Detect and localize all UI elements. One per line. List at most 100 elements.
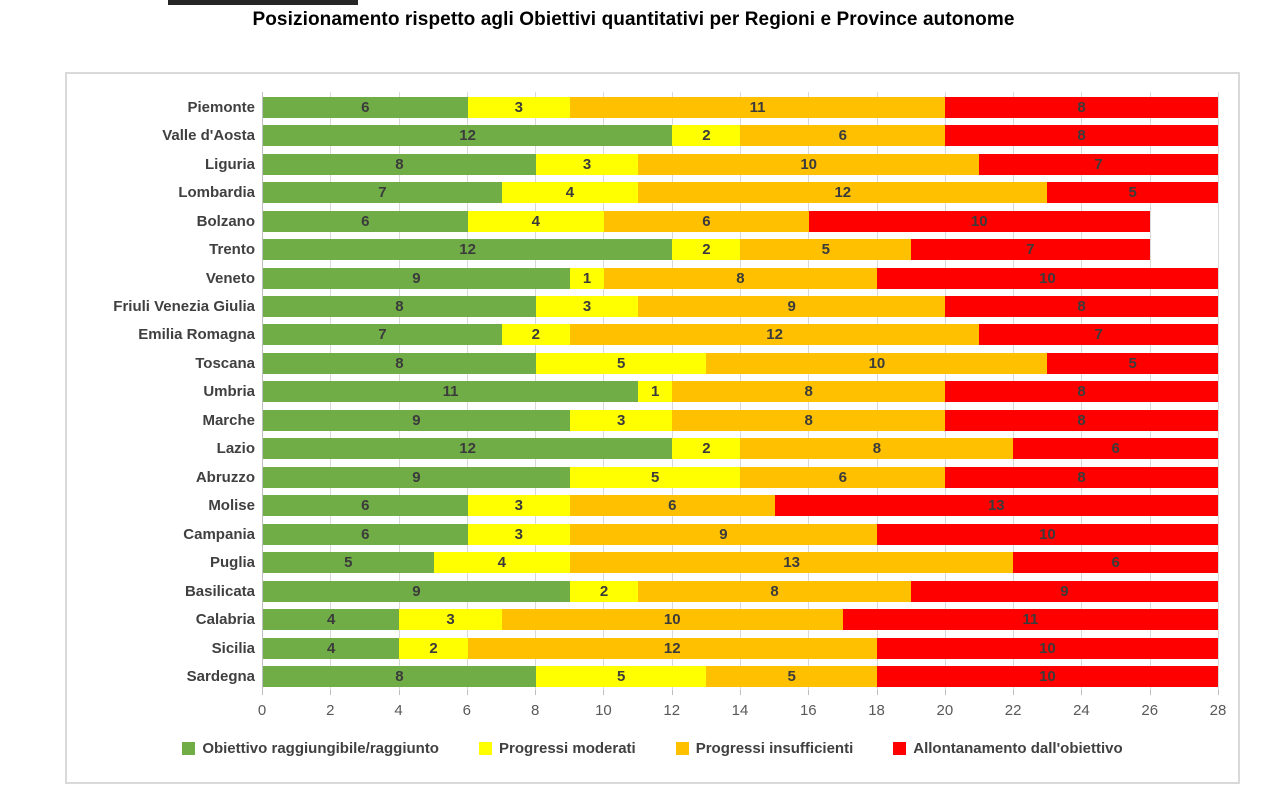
bar-segment: 12	[638, 182, 1048, 204]
bar-segment: 9	[911, 580, 1218, 602]
category-label: Liguria	[204, 155, 255, 173]
segment-value-label: 7	[1026, 241, 1035, 259]
segment-value-label: 8	[395, 668, 404, 686]
segment-value-label: 8	[804, 411, 813, 429]
bar-track: 4 3 10 11	[263, 609, 1218, 631]
category-label: Puglia	[209, 554, 255, 572]
bar-segment: 10	[501, 609, 843, 631]
bar-segment: 10	[706, 352, 1048, 374]
bar-segment: 5	[1047, 182, 1218, 204]
bar-row: Lazio 12 2 8 6	[67, 435, 1238, 463]
tick-mark-x-14	[740, 690, 741, 695]
legend-swatch-orange	[675, 742, 689, 755]
tick-mark-x-18	[876, 690, 878, 695]
bar-segment: 8	[263, 296, 536, 318]
bar-segment: 6	[263, 210, 468, 232]
bar-segment: 3	[535, 296, 639, 318]
bar-row: Liguria 8 3 10 7	[67, 150, 1238, 178]
x-axis: 0 2 4 6 8 10 12 14 16 18 20 22 24 26 28	[258, 702, 1227, 724]
bar-segment: 3	[569, 409, 673, 431]
bar-track: 7 4 12 5	[263, 182, 1218, 204]
bar-segment: 5	[740, 239, 912, 261]
segment-value-label: 2	[702, 127, 711, 145]
tick-mark-x-0	[262, 690, 263, 695]
x-tick-label-2: 2	[326, 702, 335, 719]
bar-row: Valle d'Aosta 12 2 6 8	[67, 121, 1238, 149]
tick-mark-x-28	[1218, 690, 1219, 695]
x-tick-label-22: 22	[1004, 702, 1022, 719]
bar-segment: 11	[842, 609, 1218, 631]
bar-segment: 5	[535, 352, 707, 374]
segment-value-label: 12	[766, 326, 783, 344]
segment-value-label: 3	[582, 298, 592, 316]
segment-value-label: 11	[749, 98, 766, 116]
tick-mark-x-12	[671, 690, 673, 695]
segment-value-label: 10	[1039, 525, 1056, 543]
category-label: Campania	[183, 525, 255, 543]
bar-track: 9 3 8 8	[263, 409, 1218, 431]
bar-row: Veneto 9 1 8 10	[67, 264, 1238, 292]
bar-row: Lombardia 7 4 12 5	[67, 178, 1238, 206]
segment-value-label: 8	[1077, 411, 1086, 429]
segment-value-label: 10	[1039, 639, 1056, 657]
bar-row: Piemonte 6 3 11 8	[67, 93, 1238, 121]
segment-value-label: 3	[514, 98, 523, 116]
tick-mark-x-24	[1081, 690, 1083, 695]
bar-segment: 10	[876, 637, 1218, 659]
bar-segment: 12	[263, 438, 673, 460]
legend-item-progressi-moderati: Progressi moderati	[478, 740, 636, 757]
segment-value-label: 6	[361, 212, 370, 230]
x-tick-label-24: 24	[1073, 702, 1090, 719]
bar-segment: 8	[638, 580, 911, 602]
segment-value-label: 8	[1077, 468, 1086, 486]
bar-track: 11 1 8 8	[263, 381, 1218, 403]
segment-value-label: 5	[344, 554, 353, 572]
segment-value-label: 12	[459, 127, 476, 145]
gridline-x-28	[1218, 92, 1219, 690]
segment-value-label: 10	[663, 611, 681, 629]
bar-segment: 3	[467, 495, 570, 517]
category-label: Basilicata	[184, 582, 255, 600]
bar-track: 12 2 5 7	[263, 239, 1218, 261]
bar-segment: 5	[535, 666, 707, 688]
legend-swatch-red	[893, 742, 907, 755]
segment-value-label: 6	[1111, 554, 1120, 572]
category-label: Abruzzo	[195, 468, 255, 486]
legend-swatch-yellow	[478, 742, 492, 755]
segment-value-label: 2	[429, 639, 438, 657]
bar-row: Puglia 5 4 13 6	[67, 549, 1238, 577]
bar-segment: 6	[604, 210, 809, 232]
legend-label: Progressi insufficienti	[695, 740, 854, 757]
bar-segment: 3	[467, 523, 570, 545]
tick-mark-x-10	[603, 690, 605, 695]
segment-value-label: 7	[1094, 155, 1103, 173]
bar-segment: 2	[399, 637, 468, 659]
segment-value-label: 9	[412, 468, 421, 486]
segment-value-label: 3	[514, 525, 523, 543]
category-label: Friuli Venezia Giulia	[113, 298, 255, 316]
segment-value-label: 8	[1077, 383, 1086, 401]
category-label: Lazio	[216, 440, 255, 458]
segment-value-label: 6	[668, 497, 677, 515]
bar-row: Basilicata 9 2 8 9	[67, 577, 1238, 605]
segment-value-label: 12	[663, 639, 681, 657]
bar-segment: 8	[740, 438, 1014, 460]
bar-track: 6 3 11 8	[263, 96, 1218, 118]
bar-row: Umbria 11 1 8 8	[67, 378, 1238, 406]
bar-segment: 13	[774, 495, 1218, 517]
bar-segment: 3	[399, 609, 502, 631]
legend-swatch-green	[182, 742, 196, 755]
bar-segment: 4	[467, 210, 605, 232]
tick-mark-x-2	[330, 690, 332, 695]
tick-mark-x-22	[1013, 690, 1015, 695]
segment-value-label: 5	[1128, 354, 1137, 372]
bar-segment: 8	[672, 409, 946, 431]
x-tick-label-4: 4	[394, 702, 403, 719]
bar-segment: 5	[263, 552, 434, 574]
bar-segment: 2	[672, 125, 741, 147]
bar-segment: 8	[945, 96, 1218, 118]
category-label: Piemonte	[187, 98, 255, 116]
bar-segment: 6	[1013, 552, 1218, 574]
x-tick-label-10: 10	[595, 702, 612, 719]
